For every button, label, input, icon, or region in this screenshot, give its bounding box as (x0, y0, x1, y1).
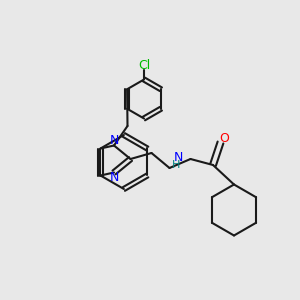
Text: Cl: Cl (138, 59, 150, 72)
Text: N: N (174, 151, 183, 164)
Text: O: O (219, 131, 229, 145)
Text: N: N (110, 134, 119, 148)
Text: N: N (110, 171, 119, 184)
Text: H: H (172, 160, 180, 170)
